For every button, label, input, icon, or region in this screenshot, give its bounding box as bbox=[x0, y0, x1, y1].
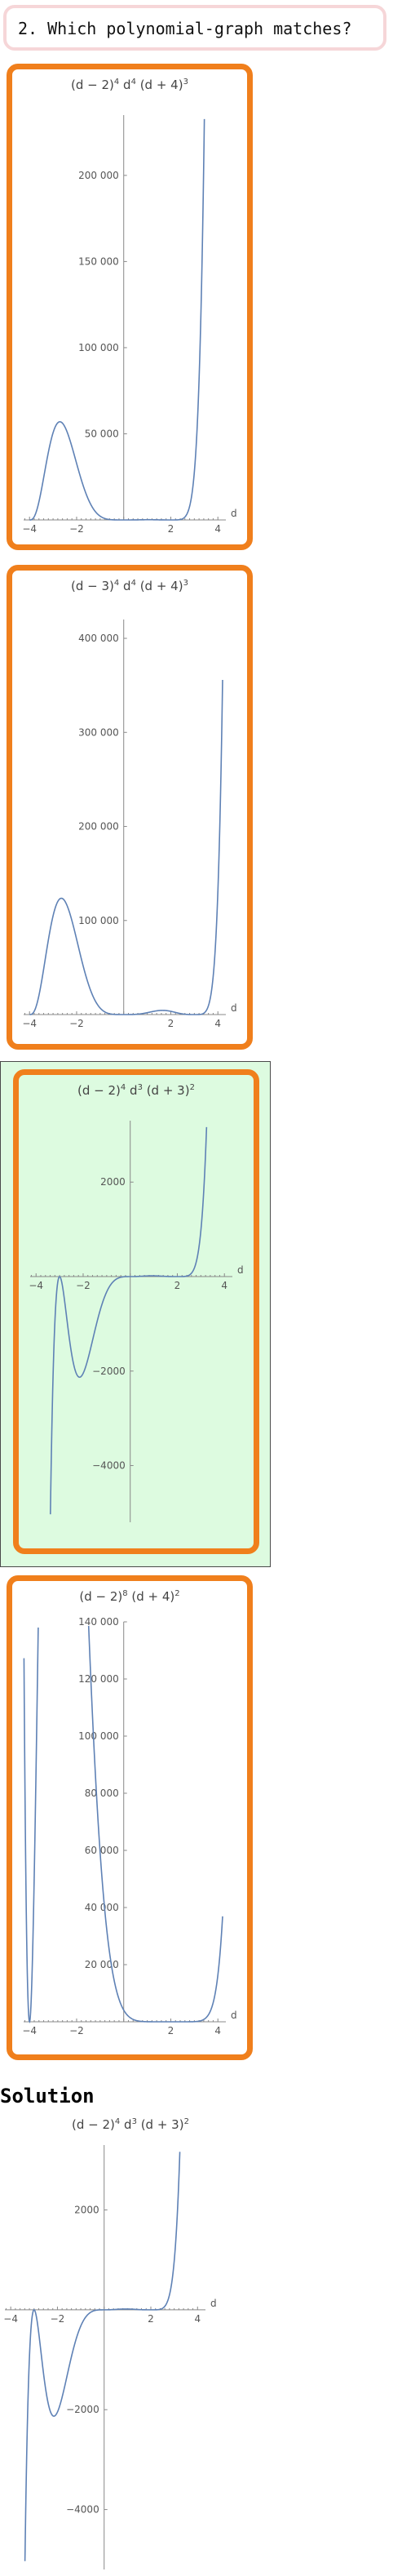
plot-svg: −4 −2 2 4 100 000 200 000 300 000 400 000 d bbox=[22, 620, 237, 1029]
option-card-3[interactable]: −4 −2 2 4 2000 −2000 −4000 d (d − 2)4 d3 (d + 3… bbox=[13, 1069, 259, 1554]
x-tick-label: 4 bbox=[194, 2313, 201, 2325]
x-tick-label: −4 bbox=[29, 1280, 43, 1291]
title-factor: (d − 2) bbox=[79, 1589, 123, 1604]
title-factor: (d + 4) bbox=[135, 78, 183, 92]
y-tick-label: 140 000 bbox=[78, 1616, 119, 1628]
y-tick-label: 20 000 bbox=[85, 1959, 119, 1970]
title-exponent: 2 bbox=[174, 1589, 180, 1598]
title-exponent: 4 bbox=[120, 1083, 126, 1092]
x-tick-label: 2 bbox=[174, 1280, 181, 1291]
x-axis-label: d bbox=[237, 1264, 244, 1276]
solution-plot: −4 −2 2 4 2000 −2000 −4000 d (d − 2)4 d3 (d + 3… bbox=[0, 2112, 261, 2576]
function-curve bbox=[24, 2152, 181, 2561]
y-tick-label: 400 000 bbox=[78, 633, 119, 644]
y-tick-label: 100 000 bbox=[78, 1730, 119, 1742]
title-exponent: 2 bbox=[183, 2117, 189, 2126]
title-exponent: 8 bbox=[122, 1589, 128, 1598]
y-tick-label: 50 000 bbox=[85, 428, 119, 439]
x-tick-label: −2 bbox=[51, 2313, 65, 2325]
title-exponent: 4 bbox=[113, 579, 120, 588]
x-tick-label: −2 bbox=[69, 523, 84, 535]
x-axis-label: d bbox=[210, 2298, 217, 2309]
x-tick-label: 4 bbox=[214, 1018, 221, 1029]
x-tick-label: 2 bbox=[168, 2025, 174, 2036]
title-exponent: 3 bbox=[183, 579, 188, 588]
plot-svg: −4 −2 2 4 50 000 100 000 150 000 200 000 d bbox=[22, 115, 237, 535]
plot-title: (d − 2)4 d3 (d + 3)2 bbox=[19, 1083, 254, 1098]
x-tick-label: −2 bbox=[69, 1018, 84, 1029]
x-tick-label: −4 bbox=[22, 1018, 37, 1029]
y-tick-label: 100 000 bbox=[78, 915, 119, 926]
function-curve bbox=[29, 118, 205, 521]
plot-svg: −4 −2 2 4 2000 −2000 −4000 d bbox=[3, 2145, 217, 2569]
title-factor: d bbox=[126, 1083, 138, 1098]
plot-svg: −4 −2 2 4 2000 −2000 −4000 d bbox=[29, 1121, 244, 1522]
y-tick-label: −2000 bbox=[66, 2404, 99, 2415]
plot-title: (d − 3)4 d4 (d + 4)3 bbox=[12, 579, 247, 593]
x-axis-label: d bbox=[231, 508, 237, 519]
title-factor: (d + 3) bbox=[136, 2117, 184, 2132]
option-card-2[interactable]: −4 −2 2 4 100 000 200 000 300 000 400 000 d (d −… bbox=[7, 565, 253, 1050]
title-exponent: 3 bbox=[137, 1083, 143, 1092]
x-tick-label: 4 bbox=[214, 523, 221, 535]
title-factor: (d − 2) bbox=[71, 78, 114, 92]
y-tick-label: 2000 bbox=[100, 1176, 126, 1188]
question-label: 2. Which polynomial-graph matches? bbox=[18, 19, 352, 38]
y-tick-label: 2000 bbox=[74, 2205, 99, 2216]
title-factor: (d − 2) bbox=[72, 2117, 115, 2132]
title-exponent: 3 bbox=[131, 2117, 137, 2126]
option-card-4[interactable]: −4 −2 2 4 20 000 40 000 60 000 80 000 100 000 120… bbox=[7, 1575, 253, 2060]
y-tick-label: 60 000 bbox=[85, 1845, 119, 1856]
plot-title: (d − 2)4 d4 (d + 4)3 bbox=[12, 78, 247, 92]
title-exponent: 4 bbox=[130, 78, 136, 87]
title-factor: d bbox=[119, 579, 131, 593]
x-tick-label: 2 bbox=[168, 1018, 174, 1029]
title-exponent: 4 bbox=[130, 579, 136, 588]
y-tick-label: 200 000 bbox=[78, 821, 119, 833]
y-tick-label: 150 000 bbox=[78, 255, 119, 267]
title-exponent: 4 bbox=[113, 78, 120, 87]
x-tick-label: −4 bbox=[22, 2025, 37, 2036]
function-curve bbox=[29, 680, 223, 1015]
y-tick-label: 120 000 bbox=[78, 1673, 119, 1685]
x-tick-label: −2 bbox=[76, 1280, 91, 1291]
y-tick-label: 200 000 bbox=[78, 170, 119, 181]
solution-heading: Solution bbox=[0, 2085, 95, 2107]
x-tick-label: −2 bbox=[69, 2025, 84, 2036]
question-box: 2. Which polynomial-graph matches? bbox=[3, 5, 386, 51]
y-tick-label: −4000 bbox=[92, 1460, 126, 1472]
plot-title: (d − 2)4 d3 (d + 3)2 bbox=[0, 2117, 261, 2132]
title-exponent: 3 bbox=[183, 78, 188, 87]
function-curve bbox=[23, 1625, 223, 2023]
title-factor: d bbox=[120, 2117, 132, 2132]
title-factor: (d − 3) bbox=[71, 579, 114, 593]
plot-title: (d − 2)8 (d + 4)2 bbox=[12, 1589, 247, 1604]
y-tick-label: −4000 bbox=[66, 2504, 99, 2516]
title-exponent: 4 bbox=[114, 2117, 121, 2126]
option-card-1[interactable]: −4 −2 2 4 50 000 100 000 150 000 200 000 d (d − … bbox=[7, 64, 253, 550]
x-tick-label: 4 bbox=[221, 1280, 227, 1291]
x-tick-label: 2 bbox=[168, 523, 174, 535]
x-tick-label: 4 bbox=[214, 2025, 221, 2036]
title-factor: (d + 4) bbox=[135, 579, 183, 593]
title-factor: (d + 4) bbox=[127, 1589, 175, 1604]
y-tick-label: 100 000 bbox=[78, 342, 119, 353]
x-tick-label: −4 bbox=[3, 2313, 18, 2325]
y-tick-label: 300 000 bbox=[78, 726, 119, 738]
x-axis-label: d bbox=[231, 2010, 237, 2021]
plot-svg: −4 −2 2 4 20 000 40 000 60 000 80 000 100 000 120… bbox=[22, 1616, 237, 2036]
x-axis-label: d bbox=[231, 1002, 237, 1014]
y-tick-label: 40 000 bbox=[85, 1902, 119, 1913]
title-factor: (d + 3) bbox=[142, 1083, 190, 1098]
y-tick-label: −2000 bbox=[92, 1366, 126, 1377]
title-factor: (d − 2) bbox=[77, 1083, 121, 1098]
function-curve bbox=[50, 1126, 208, 1515]
x-tick-label: 2 bbox=[148, 2313, 154, 2325]
title-exponent: 2 bbox=[189, 1083, 195, 1092]
x-tick-label: −4 bbox=[22, 523, 37, 535]
y-tick-label: 80 000 bbox=[85, 1788, 119, 1799]
title-factor: d bbox=[119, 78, 131, 92]
